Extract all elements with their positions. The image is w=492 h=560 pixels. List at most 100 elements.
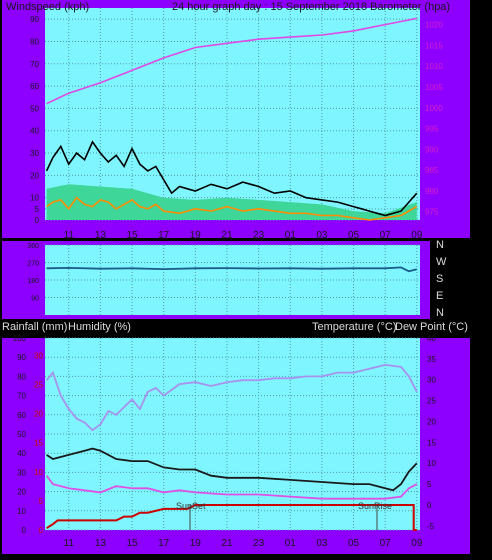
top-y-left-tick: 60 xyxy=(30,82,39,91)
temperature-y-tick: 25 xyxy=(427,397,436,406)
top-y-left-tick: 50 xyxy=(30,104,39,113)
top-y-right-tick: 1010 xyxy=(425,62,443,71)
wind-average-line xyxy=(46,196,418,221)
bottom-x-tick: 03 xyxy=(316,538,328,549)
rainfall-line xyxy=(46,504,417,531)
top-y-right-tick: 990 xyxy=(425,145,439,154)
compass-e: E xyxy=(436,290,443,302)
temperature-y-tick: 30 xyxy=(427,376,436,385)
humidity-y-tick: 80 xyxy=(17,372,26,381)
top-x-tick: 15 xyxy=(126,230,138,241)
dew-point-axis-label: Dew Point (°C) xyxy=(395,321,468,333)
top-y-left-tick: 80 xyxy=(30,37,39,46)
bottom-grid xyxy=(45,337,420,531)
temperature-y-tick: 35 xyxy=(427,355,436,364)
rainfall-y-tick: 20 xyxy=(34,410,43,419)
temperature-line xyxy=(46,447,418,492)
compass-s: S xyxy=(436,273,443,285)
bottom-x-tick: 19 xyxy=(190,538,202,549)
top-y-right-tick: 995 xyxy=(425,125,439,134)
humidity-y-tick: 30 xyxy=(17,468,26,477)
windspeed-axis-label: Windspeed (kph) xyxy=(6,1,89,13)
top-y-right-tick: 1015 xyxy=(425,41,443,50)
top-x-tick: 09 xyxy=(411,230,423,241)
temperature-y-tick: -5 xyxy=(427,522,435,531)
rainfall-y-tick: 25 xyxy=(34,381,43,390)
sunset-label: SunSet xyxy=(176,501,206,511)
top-x-tick: 17 xyxy=(158,230,170,241)
top-y-left-tick: 20 xyxy=(30,171,39,180)
lower-header: Rainfall (mm) Humidity (%) Temperature (… xyxy=(2,321,468,333)
humidity-y-tick: 50 xyxy=(17,430,26,439)
compass-n-top: N xyxy=(436,239,444,251)
bottom-x-tick: 01 xyxy=(285,538,297,549)
top-y-left-tick: 5 xyxy=(35,205,40,214)
top-y-left-tick: 0 xyxy=(35,216,40,225)
bottom-x-tick: 11 xyxy=(64,538,75,549)
wind-gust-area xyxy=(46,184,417,220)
compass-n-bottom: N xyxy=(436,307,444,319)
top-y-left-tick: 70 xyxy=(30,60,39,69)
temperature-axis-label: Temperature (°C) xyxy=(312,321,396,333)
bottom-x-tick: 09 xyxy=(411,538,423,549)
humidity-y-tick: 20 xyxy=(17,488,26,497)
rainfall-y-tick: 15 xyxy=(34,439,43,448)
compass-labels: N W S E N xyxy=(436,239,447,319)
top-y-right-tick: 1005 xyxy=(425,83,443,92)
top-y-left-tick: 10 xyxy=(30,194,39,203)
bottom-axes-group: 0102030405060708090100051015202530-50510… xyxy=(13,334,437,549)
top-x-tick: 21 xyxy=(221,230,233,241)
bottom-x-tick: 23 xyxy=(253,538,265,549)
top-x-tick: 07 xyxy=(380,230,392,241)
humidity-y-tick: 90 xyxy=(17,353,26,362)
top-x-tick: 13 xyxy=(95,230,107,241)
direction-series-group xyxy=(46,266,418,273)
top-axes-group: 0510203040506070809097598098599099510001… xyxy=(30,15,443,241)
top-y-left-tick: 40 xyxy=(30,127,39,136)
top-x-tick: 19 xyxy=(190,230,202,241)
top-series-group xyxy=(45,17,418,221)
temperature-y-tick: 40 xyxy=(427,334,436,343)
sun-markers: SunSet SunRise xyxy=(176,501,392,530)
top-y-left-tick: 90 xyxy=(30,15,39,24)
windspeed-line xyxy=(45,140,418,217)
humidity-y-tick: 0 xyxy=(22,526,27,535)
bottom-series-group xyxy=(45,363,418,531)
temperature-y-tick: 15 xyxy=(427,438,436,447)
dew-point-line xyxy=(45,475,418,500)
bottom-x-tick: 13 xyxy=(95,538,107,549)
rainfall-y-tick: 0 xyxy=(39,526,44,535)
temperature-y-tick: 0 xyxy=(427,501,432,510)
temperature-y-tick: 5 xyxy=(427,480,432,489)
direction-y-tick: 90 xyxy=(31,296,39,303)
top-x-tick: 23 xyxy=(253,230,265,241)
humidity-y-tick: 70 xyxy=(17,392,26,401)
top-x-tick: 05 xyxy=(348,230,360,241)
direction-y-tick: 360 xyxy=(27,243,39,250)
compass-w: W xyxy=(436,256,447,268)
temperature-y-tick: 20 xyxy=(427,417,436,426)
sunrise-label: SunRise xyxy=(358,501,392,511)
barometer-line xyxy=(46,17,417,105)
humidity-y-tick: 40 xyxy=(17,449,26,458)
top-x-tick: 01 xyxy=(285,230,297,241)
wind-direction-line xyxy=(46,266,418,273)
direction-y-tick: 180 xyxy=(27,278,39,285)
bottom-x-tick: 21 xyxy=(221,538,233,549)
direction-axes-group: 90 180 270 360 xyxy=(27,243,39,303)
graph-title: 24 hour graph day : 15 September 2018 xyxy=(172,1,367,13)
top-y-right-tick: 1020 xyxy=(425,21,443,30)
bottom-x-tick: 05 xyxy=(348,538,360,549)
bottom-x-tick: 07 xyxy=(380,538,392,549)
barometer-axis-label: Barometer (hpa) xyxy=(370,1,450,13)
humidity-axis-label: Humidity (%) xyxy=(68,321,131,333)
rainfall-y-tick: 10 xyxy=(34,468,43,477)
top-y-right-tick: 1000 xyxy=(425,104,443,113)
humidity-line xyxy=(45,363,418,432)
humidity-y-tick: 60 xyxy=(17,411,26,420)
bottom-x-tick: 15 xyxy=(126,538,138,549)
top-y-right-tick: 975 xyxy=(425,208,439,217)
rainfall-y-tick: 5 xyxy=(39,497,44,506)
